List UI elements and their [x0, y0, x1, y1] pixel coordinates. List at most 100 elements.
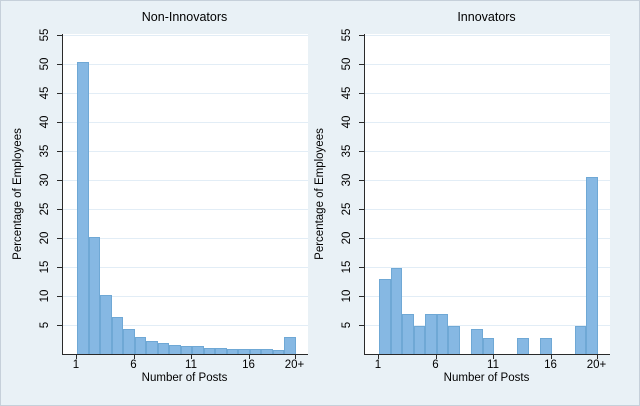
x-tick-label: 11 [487, 359, 499, 371]
x-tick-label: 20+ [586, 359, 607, 371]
y-tick [57, 151, 62, 153]
y-tick [359, 64, 364, 66]
gridline [63, 151, 308, 153]
histogram-bar [157, 343, 169, 354]
y-tick [57, 267, 62, 269]
y-tick-label: 50 [341, 57, 353, 71]
y-tick-label: 25 [39, 202, 51, 216]
gridline [63, 325, 308, 326]
histogram-bar [215, 348, 227, 354]
y-tick [57, 93, 62, 95]
x-tick [550, 355, 552, 359]
y-tick [359, 122, 364, 124]
histogram-bar [169, 344, 181, 354]
y-tick-label: 50 [39, 57, 51, 71]
histogram-bar [284, 336, 296, 354]
y-tick [57, 325, 62, 326]
gridline [63, 93, 308, 95]
x-tick-label: 1 [72, 359, 80, 371]
x-tick-label: 11 [185, 359, 197, 371]
gridline [63, 209, 308, 211]
gridline [365, 151, 610, 153]
y-tick-label: 5 [39, 321, 51, 329]
x-axis-title: Number of Posts [141, 372, 228, 384]
y-tick-label: 35 [39, 144, 51, 158]
gridline [63, 267, 308, 269]
y-tick [359, 35, 364, 37]
y-tick-label: 55 [341, 28, 353, 42]
histogram-bar [238, 348, 250, 354]
histogram-bar [425, 314, 437, 354]
panel-title: Non-Innovators [141, 10, 228, 24]
histogram-bar [77, 61, 89, 354]
y-tick [359, 267, 364, 269]
x-tick-label: 1 [374, 359, 382, 371]
panel-innovators: Innovators Percentage of Employees Numbe… [303, 1, 610, 405]
histogram-bar [517, 337, 529, 354]
histogram-bar [261, 349, 273, 354]
x-tick-label: 16 [544, 359, 557, 371]
histogram-bar [134, 336, 146, 354]
y-tick-label: 40 [39, 115, 51, 129]
y-tick-label: 10 [341, 289, 353, 303]
panel-non-innovators: Non-Innovators Percentage of Employees N… [1, 1, 308, 405]
x-tick [76, 355, 77, 359]
gridline [63, 122, 308, 124]
histogram-bar [402, 314, 414, 354]
histogram-bar [574, 326, 586, 354]
gridline [63, 35, 308, 37]
histogram-bar [436, 314, 448, 354]
gridline [63, 64, 308, 66]
y-tick [359, 296, 364, 298]
x-tick [493, 355, 494, 359]
histogram-bar [482, 337, 494, 354]
y-tick-label: 40 [341, 115, 353, 129]
histogram-bar [249, 349, 261, 354]
histogram-bar [192, 346, 204, 354]
y-tick-label: 45 [341, 86, 353, 100]
histogram-bar [390, 268, 402, 354]
gridline [365, 35, 610, 37]
y-tick [359, 180, 364, 182]
gridline [63, 296, 308, 298]
y-tick [57, 122, 62, 124]
y-tick [359, 325, 364, 326]
histogram-bar [111, 317, 123, 354]
gridline [63, 238, 308, 240]
histogram-bar [88, 236, 100, 354]
x-axis-title: Number of Posts [443, 372, 530, 384]
x-tick [596, 355, 598, 359]
gridline [365, 122, 610, 124]
histogram-bar [586, 176, 598, 354]
y-tick [57, 35, 62, 37]
gridline [365, 180, 610, 182]
y-tick-label: 45 [39, 86, 51, 100]
plot-area [364, 34, 610, 355]
gridline [63, 180, 308, 182]
x-tick-label: 16 [242, 359, 255, 371]
histogram-bar [226, 348, 238, 354]
histogram-bar [123, 328, 135, 354]
y-axis-title: Percentage of Employees [314, 128, 326, 260]
gridline [365, 267, 610, 269]
y-tick [359, 238, 364, 240]
y-tick [57, 180, 62, 182]
gridline [365, 325, 610, 326]
histogram-bar [146, 340, 158, 354]
histogram-bar [203, 347, 215, 354]
y-tick-label: 5 [341, 321, 353, 329]
panel-title: Innovators [457, 10, 516, 24]
y-tick-label: 55 [39, 28, 51, 42]
y-tick [57, 296, 62, 298]
gridline [365, 238, 610, 240]
y-tick [359, 209, 364, 211]
histogram-bar [540, 337, 552, 354]
y-tick-label: 10 [39, 289, 51, 303]
y-tick-label: 30 [39, 173, 51, 187]
histogram-bar [379, 279, 391, 354]
x-tick-label: 6 [432, 359, 439, 371]
plot-area [62, 34, 308, 355]
y-tick-label: 15 [341, 260, 353, 274]
y-tick [359, 151, 364, 153]
